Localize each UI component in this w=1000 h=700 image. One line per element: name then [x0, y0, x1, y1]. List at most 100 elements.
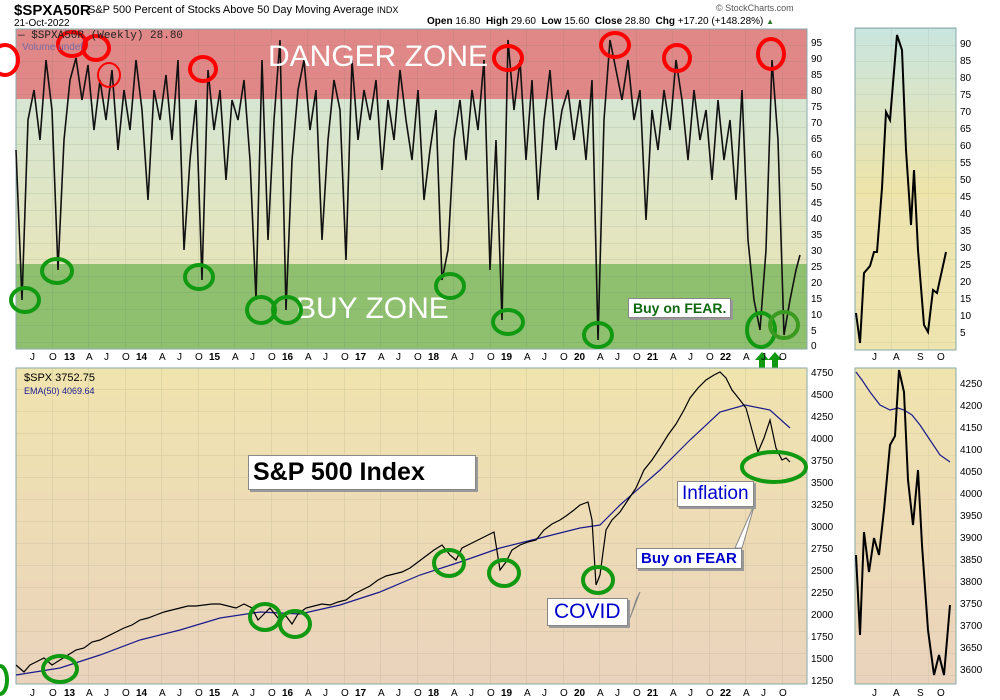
svg-text:O: O	[487, 688, 495, 699]
svg-text:J: J	[250, 352, 255, 363]
description-text: S&P 500 Percent of Stocks Above 50 Day M…	[88, 4, 374, 16]
svg-text:J: J	[396, 352, 401, 363]
svg-text:J: J	[177, 688, 182, 699]
svg-text:3950: 3950	[960, 511, 983, 522]
svg-text:4250: 4250	[811, 412, 834, 423]
svg-text:55: 55	[811, 166, 823, 177]
svg-text:O: O	[706, 352, 714, 363]
svg-text:A: A	[597, 352, 604, 363]
svg-text:J: J	[761, 688, 766, 699]
ohlc-summary: Open 16.80 High 29.60 Low 15.60 Close 28…	[427, 16, 774, 27]
svg-text:J: J	[469, 688, 474, 699]
svg-text:1250: 1250	[811, 676, 834, 687]
svg-text:14: 14	[136, 688, 148, 699]
open-value: 16.80	[455, 16, 481, 27]
svg-text:19: 19	[501, 688, 513, 699]
zoom-bottom-y-axis: 4250 4200 4150 4100 4050 4000 3950 3900 3850 38…	[960, 379, 983, 676]
svg-text:15: 15	[209, 688, 221, 699]
svg-text:17: 17	[355, 352, 367, 363]
svg-text:A: A	[524, 352, 531, 363]
svg-text:16: 16	[282, 352, 294, 363]
svg-text:16: 16	[282, 688, 294, 699]
svg-text:A: A	[232, 688, 239, 699]
svg-text:14: 14	[136, 352, 148, 363]
svg-text:2250: 2250	[811, 588, 834, 599]
svg-text:J: J	[688, 352, 693, 363]
svg-text:J: J	[688, 688, 693, 699]
low-value: 15.60	[564, 16, 590, 27]
svg-text:4000: 4000	[811, 434, 834, 445]
svg-text:4500: 4500	[811, 390, 834, 401]
svg-text:A: A	[597, 688, 604, 699]
svg-text:21: 21	[647, 352, 659, 363]
svg-text:O: O	[195, 352, 203, 363]
svg-text:A: A	[159, 688, 166, 699]
svg-text:O: O	[268, 352, 276, 363]
svg-text:40: 40	[960, 209, 972, 220]
svg-text:J: J	[30, 352, 35, 363]
svg-text:65: 65	[811, 134, 823, 145]
up-arrow-icons	[755, 352, 782, 368]
svg-text:3800: 3800	[960, 577, 983, 588]
svg-text:A: A	[159, 352, 166, 363]
open-label: Open	[427, 16, 453, 27]
svg-text:85: 85	[811, 70, 823, 81]
svg-text:3000: 3000	[811, 522, 834, 533]
svg-text:O: O	[341, 688, 349, 699]
svg-text:4750: 4750	[811, 368, 834, 379]
svg-text:O: O	[268, 688, 276, 699]
svg-text:O: O	[49, 688, 57, 699]
svg-text:O: O	[49, 352, 57, 363]
svg-text:3700: 3700	[960, 621, 983, 632]
svg-text:O: O	[414, 688, 422, 699]
svg-text:22: 22	[720, 688, 732, 699]
svg-text:O: O	[633, 688, 641, 699]
high-value: 29.60	[510, 16, 536, 27]
svg-text:45: 45	[960, 192, 972, 203]
svg-text:4100: 4100	[960, 445, 983, 456]
inflation-box: Inflation	[677, 481, 754, 507]
svg-text:A: A	[670, 352, 677, 363]
svg-text:O: O	[341, 352, 349, 363]
svg-text:10: 10	[811, 310, 823, 321]
svg-text:10: 10	[960, 311, 972, 322]
svg-text:A: A	[86, 352, 93, 363]
exchange-label: INDX	[376, 5, 399, 15]
svg-text:35: 35	[960, 226, 972, 237]
svg-text:60: 60	[811, 150, 823, 161]
svg-text:85: 85	[960, 56, 972, 67]
svg-text:O: O	[706, 688, 714, 699]
svg-text:2000: 2000	[811, 610, 834, 621]
buy-zone-label: BUY ZONE	[296, 292, 449, 325]
svg-text:80: 80	[811, 86, 823, 97]
svg-text:75: 75	[811, 102, 823, 113]
svg-text:J: J	[615, 688, 620, 699]
svg-text:A: A	[893, 352, 900, 363]
svg-text:95: 95	[811, 38, 823, 49]
sp500-title-box: S&P 500 Index	[248, 455, 476, 490]
svg-text:4150: 4150	[960, 423, 983, 434]
svg-text:2750: 2750	[811, 544, 834, 555]
buy-on-fear-note: Buy on FEAR.	[628, 298, 732, 318]
svg-text:21: 21	[647, 688, 659, 699]
svg-text:J: J	[542, 688, 547, 699]
svg-text:J: J	[542, 352, 547, 363]
danger-zone-label: DANGER ZONE	[268, 40, 488, 73]
svg-text:A: A	[86, 688, 93, 699]
svg-text:18: 18	[428, 352, 440, 363]
svg-text:15: 15	[209, 352, 221, 363]
svg-text:18: 18	[428, 688, 440, 699]
svg-text:J: J	[396, 688, 401, 699]
svg-text:A: A	[670, 688, 677, 699]
svg-text:J: J	[30, 688, 35, 699]
buy-on-fear-box: Buy on FEAR	[636, 548, 742, 569]
top-legend-text: $SPXA50R (Weekly) 28.80	[31, 30, 184, 42]
svg-text:20: 20	[811, 278, 823, 289]
svg-text:1500: 1500	[811, 654, 834, 665]
svg-text:50: 50	[811, 182, 823, 193]
svg-text:A: A	[305, 688, 312, 699]
svg-text:80: 80	[960, 73, 972, 84]
svg-text:J: J	[177, 352, 182, 363]
